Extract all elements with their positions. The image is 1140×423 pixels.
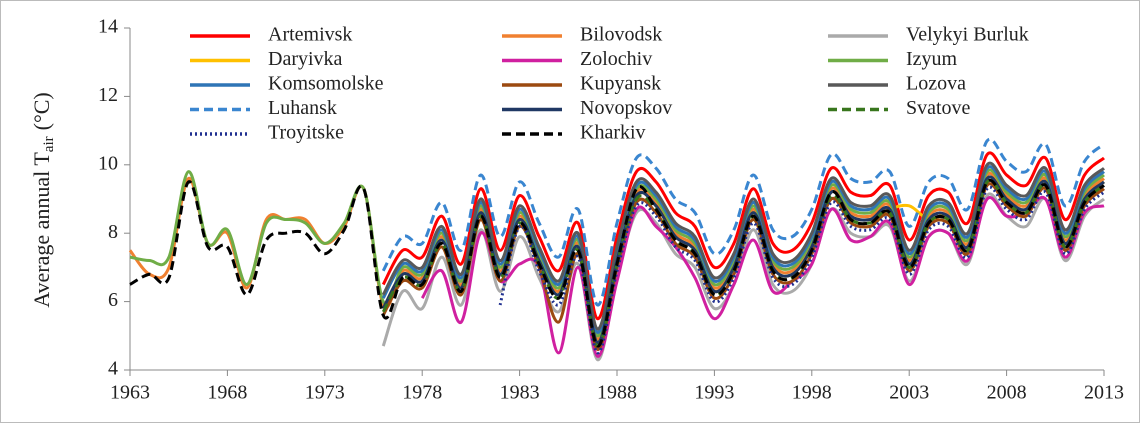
legend-label: Troyitske (268, 122, 344, 144)
line-series (381, 161, 1105, 331)
y-label-unit: (°C) (29, 92, 54, 130)
x-tick-label: 1968 (207, 382, 247, 404)
y-tick-label: 12 (98, 84, 118, 106)
y-tick-label: 14 (98, 16, 118, 38)
x-tick-label: 2003 (889, 382, 929, 404)
legend-label: Komsomolske (268, 73, 384, 95)
y-tick-label: 8 (108, 221, 118, 243)
line-series (381, 137, 1105, 307)
x-tick-label: 1998 (792, 382, 832, 404)
legend-label: Zolochiv (580, 48, 652, 70)
legend-label: Izyum (906, 48, 958, 70)
legend-label: Kharkiv (580, 122, 646, 144)
line-series (381, 178, 1105, 348)
y-label-main: Average annual T (29, 152, 54, 308)
line-series (129, 178, 1105, 348)
y-tick-label: 4 (108, 358, 118, 380)
x-tick-label: 1963 (110, 382, 150, 404)
x-tick-label: 1973 (305, 382, 345, 404)
line-series (381, 151, 1105, 321)
legend-label: Daryivka (268, 48, 343, 70)
line-series (498, 185, 1105, 355)
y-tick-label: 6 (108, 289, 118, 311)
y-tick-label: 10 (98, 152, 118, 174)
legend-label: Velykyi Burluk (906, 24, 1029, 46)
x-tick-label: 1988 (597, 382, 637, 404)
legend-label: Kupyansk (580, 73, 661, 95)
y-axis-label: Average annual Tair (°C) (29, 92, 57, 308)
x-tick-label: 2013 (1084, 382, 1124, 404)
x-tick-label: 1983 (500, 382, 540, 404)
legend-label: Svatove (906, 97, 971, 119)
legend-label: Artemivsk (268, 24, 352, 46)
x-tick-label: 2008 (987, 382, 1027, 404)
legend-label: Lozova (906, 73, 966, 95)
y-label-sub: air (41, 136, 57, 152)
legend-label: Novopskov (580, 97, 672, 119)
x-tick-label: 1978 (402, 382, 442, 404)
line-series (129, 168, 1105, 338)
legend-label: Bilovodsk (580, 24, 662, 46)
legend-label: Luhansk (268, 97, 337, 119)
x-tick-label: 1993 (694, 382, 734, 404)
